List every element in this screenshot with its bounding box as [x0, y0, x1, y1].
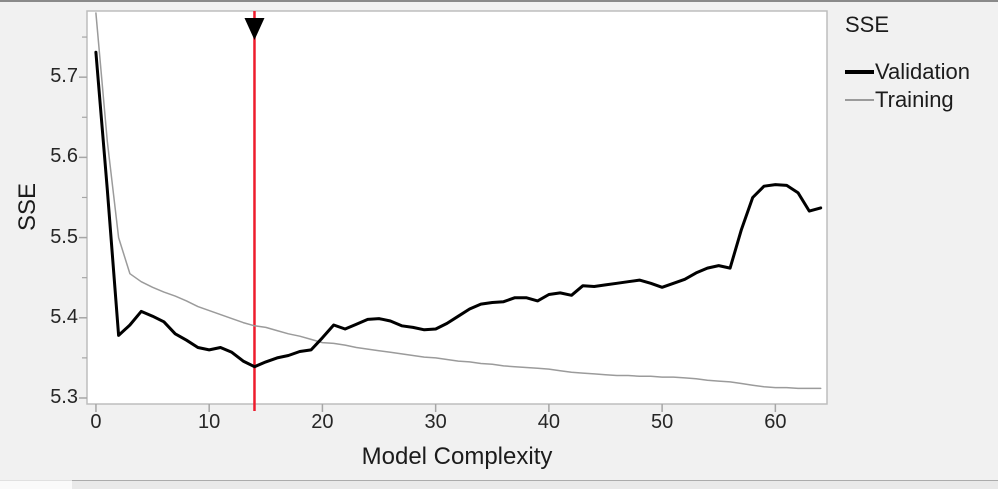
- plot-area[interactable]: [79, 10, 828, 412]
- legend-item-training[interactable]: Training: [845, 86, 995, 114]
- x-tick-label: 50: [651, 411, 674, 433]
- y-tick-label: 5.4: [50, 305, 78, 328]
- legend-title: SSE: [845, 12, 890, 37]
- validation-line-swatch-icon: [845, 70, 874, 74]
- panel-top-border: [0, 0, 998, 2]
- next-section-edge-left: [0, 480, 72, 489]
- y-tick-label: 5.6: [50, 145, 78, 168]
- x-tick-label: 20: [311, 411, 334, 433]
- legend: SSE Validation Training: [845, 12, 995, 114]
- validation-series-line: [94, 50, 823, 369]
- x-tick-label: 60: [764, 411, 787, 433]
- x-tick-label: 40: [537, 411, 561, 433]
- y-tick-label: 5.5: [50, 225, 78, 248]
- y-tick-label: 5.3: [50, 385, 78, 408]
- next-section-edge[interactable]: [72, 480, 998, 489]
- training-line-swatch-icon: [845, 99, 874, 101]
- x-tick-label: 30: [424, 411, 447, 433]
- training-series-line: [95, 12, 822, 390]
- legend-item-label: Training: [875, 87, 954, 112]
- x-tick-label: 0: [90, 411, 102, 433]
- legend-item-validation[interactable]: Validation: [845, 58, 995, 86]
- sse-line-chart: [79, 10, 828, 412]
- legend-item-label: Validation: [875, 59, 970, 84]
- x-axis-title: Model Complexity: [361, 443, 553, 470]
- plot-frame-border: [86, 10, 828, 405]
- reference-arrow-icon: [244, 18, 265, 40]
- y-tick-label: 5.7: [50, 65, 78, 88]
- x-tick-label: 10: [198, 411, 221, 433]
